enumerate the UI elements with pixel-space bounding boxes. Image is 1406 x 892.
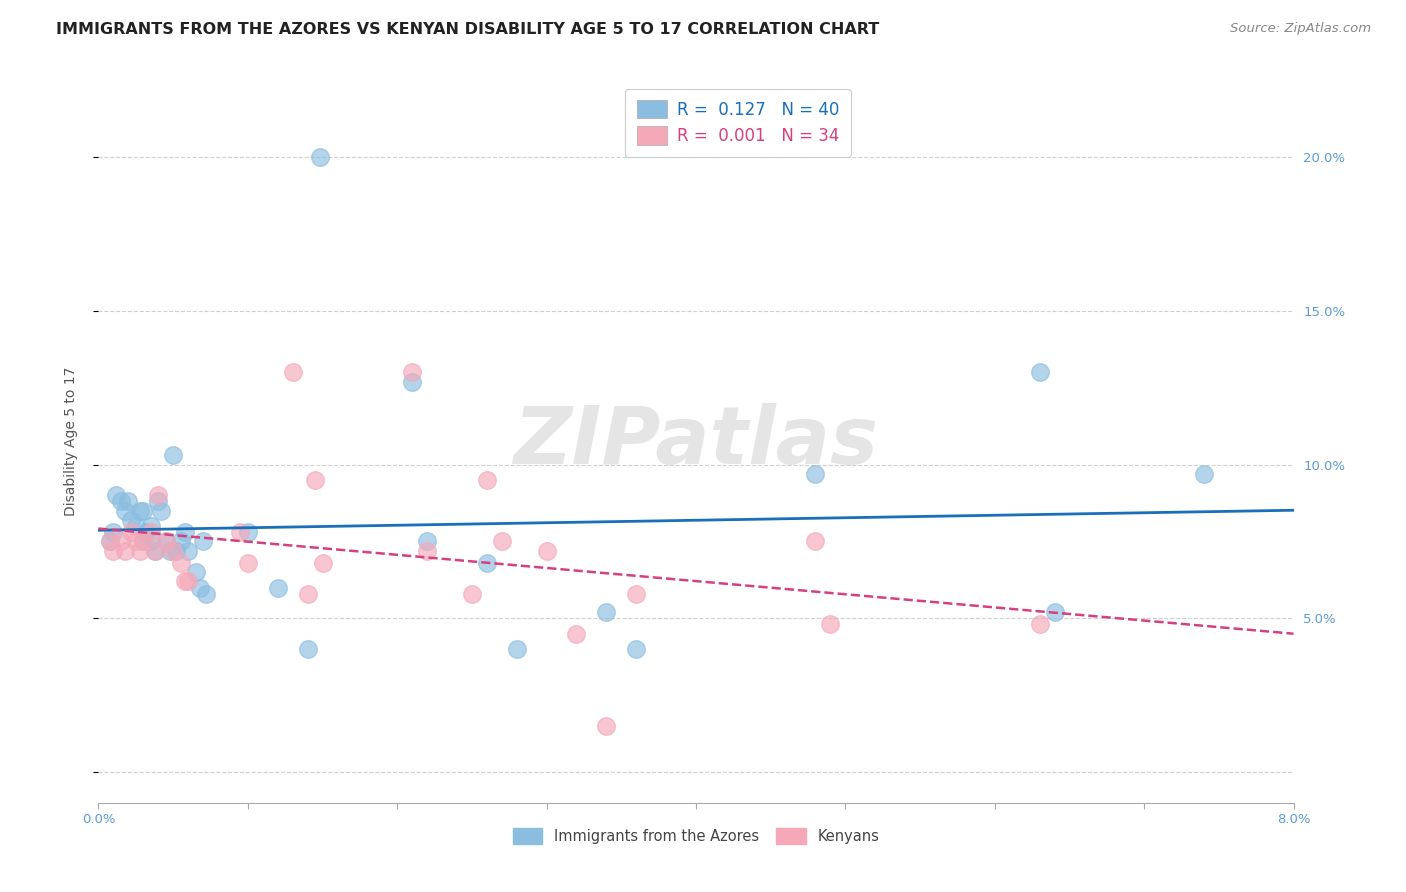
Point: [1028, 365, 1050, 379]
Point: [304, 473, 326, 487]
Point: [114, 543, 136, 558]
Point: [143, 543, 166, 558]
Point: [98, 534, 122, 549]
Text: Source: ZipAtlas.com: Source: ZipAtlas.com: [1230, 22, 1371, 36]
Point: [177, 574, 200, 589]
Y-axis label: Disability Age 5 to 17: Disability Age 5 to 17: [63, 367, 77, 516]
Point: [311, 556, 333, 570]
Point: [103, 543, 125, 558]
Legend: Immigrants from the Azores, Kenyans: Immigrants from the Azores, Kenyans: [508, 822, 884, 850]
Point: [159, 543, 181, 558]
Point: [155, 534, 177, 549]
Point: [110, 494, 132, 508]
Point: [461, 587, 484, 601]
Point: [139, 525, 162, 540]
Point: [165, 543, 187, 558]
Point: [98, 534, 122, 549]
Point: [491, 534, 513, 549]
Point: [129, 543, 152, 558]
Point: [281, 365, 304, 379]
Point: [1192, 467, 1215, 481]
Point: [565, 626, 588, 640]
Point: [804, 467, 827, 481]
Point: [236, 556, 259, 570]
Point: [820, 617, 842, 632]
Point: [148, 488, 170, 502]
Point: [155, 534, 177, 549]
Point: [536, 543, 558, 558]
Point: [416, 543, 439, 558]
Point: [308, 150, 330, 164]
Point: [132, 534, 155, 549]
Point: [110, 534, 132, 549]
Point: [174, 525, 197, 540]
Point: [139, 534, 162, 549]
Point: [148, 494, 170, 508]
Point: [416, 534, 439, 549]
Point: [506, 642, 529, 657]
Point: [475, 473, 498, 487]
Point: [162, 449, 184, 463]
Point: [135, 525, 157, 540]
Point: [1028, 617, 1050, 632]
Point: [475, 556, 498, 570]
Point: [105, 488, 128, 502]
Point: [132, 504, 155, 518]
Point: [139, 519, 162, 533]
Point: [297, 587, 319, 601]
Point: [236, 525, 259, 540]
Point: [162, 543, 184, 558]
Point: [297, 642, 319, 657]
Point: [143, 543, 166, 558]
Point: [169, 556, 191, 570]
Point: [132, 534, 155, 549]
Point: [129, 504, 152, 518]
Point: [267, 581, 290, 595]
Point: [595, 605, 617, 619]
Point: [195, 587, 218, 601]
Point: [120, 525, 142, 540]
Point: [401, 375, 423, 389]
Point: [229, 525, 252, 540]
Point: [184, 565, 207, 579]
Point: [595, 719, 617, 733]
Point: [804, 534, 827, 549]
Point: [103, 525, 125, 540]
Point: [125, 534, 148, 549]
Point: [169, 534, 191, 549]
Point: [191, 534, 214, 549]
Point: [188, 581, 211, 595]
Point: [125, 519, 148, 533]
Point: [1043, 605, 1066, 619]
Text: ZIPatlas: ZIPatlas: [513, 402, 879, 481]
Point: [150, 504, 173, 518]
Point: [174, 574, 197, 589]
Point: [117, 494, 139, 508]
Point: [626, 642, 648, 657]
Text: IMMIGRANTS FROM THE AZORES VS KENYAN DISABILITY AGE 5 TO 17 CORRELATION CHART: IMMIGRANTS FROM THE AZORES VS KENYAN DIS…: [56, 22, 880, 37]
Point: [177, 543, 200, 558]
Point: [626, 587, 648, 601]
Point: [401, 365, 423, 379]
Point: [114, 504, 136, 518]
Point: [120, 513, 142, 527]
